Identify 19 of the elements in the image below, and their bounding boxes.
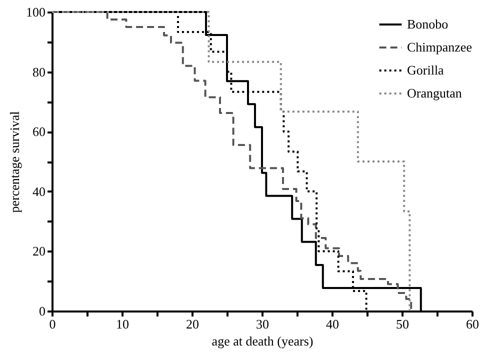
y-tick-label: 60 [32,124,46,140]
x-tick-label: 10 [116,316,129,332]
x-tick-label: 60 [466,316,479,332]
x-tick-label: 20 [186,316,199,332]
legend-label: Bonobo [407,16,448,32]
x-tick-label: 30 [256,316,269,332]
y-tick-label: 40 [32,184,46,199]
y-tick-label: 0 [39,304,46,318]
x-tick-label: 50 [396,316,409,332]
legend-label: Gorilla [407,62,444,78]
x-tick-label: 40 [326,316,339,332]
legend-label: Chimpanzee [407,40,472,54]
legend-label: Orangutan [407,86,462,100]
x-tick-label: 0 [49,316,56,332]
x-axis-title: age at death (years) [212,334,314,348]
y-axis-title: percentage survival [7,110,22,213]
y-tick-label: 80 [32,64,46,80]
y-tick-label: 20 [32,244,46,259]
y-tick-label: 100 [26,4,46,20]
